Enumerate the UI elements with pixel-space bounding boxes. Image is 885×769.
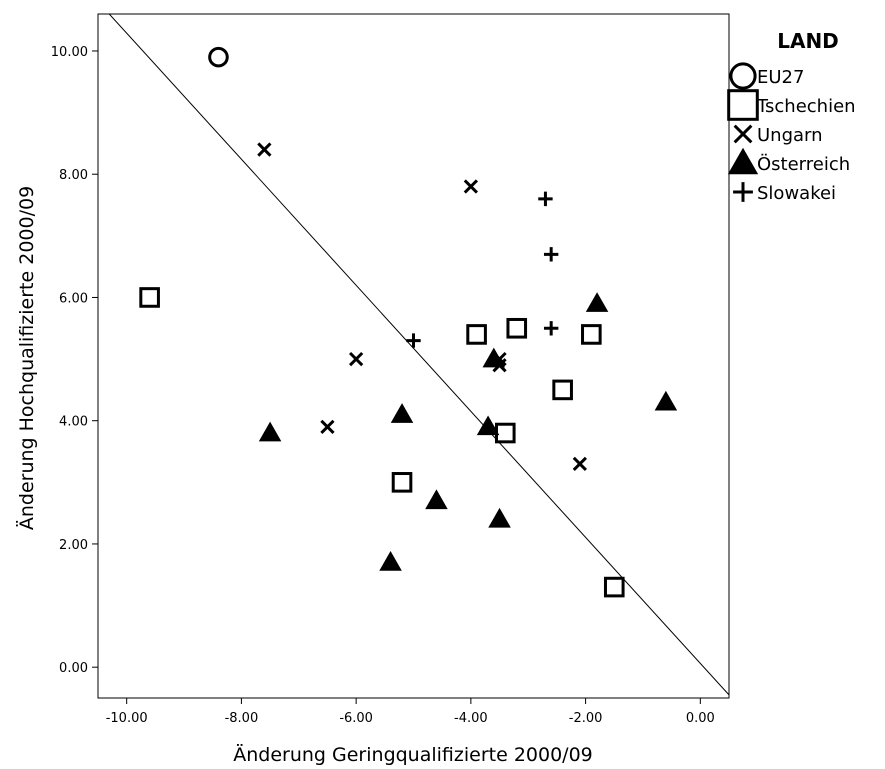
point-tschechien	[506, 317, 528, 339]
reference-line	[108, 14, 729, 696]
x-tick-label: -4.00	[454, 711, 488, 726]
point-slowakei	[406, 333, 421, 348]
legend-item-slowakei: Slowakei	[733, 182, 836, 204]
point-tschechien	[466, 324, 487, 345]
point-oesterreich	[585, 292, 609, 312]
y-tick-label: 8.00	[59, 168, 88, 183]
point-oesterreich	[258, 421, 282, 442]
point-oesterreich	[379, 551, 402, 571]
legend-label-tschechien: Tschechien	[756, 96, 856, 117]
point-ungarn	[320, 419, 335, 435]
legend-items: EU27 Tschechien Ungarn Österreich Slowakei	[727, 62, 856, 204]
point-oesterreich	[425, 489, 448, 510]
point-ungarn	[257, 142, 272, 157]
x-tick-label: -8.00	[225, 711, 259, 726]
legend-label-slowakei: Slowakei	[757, 183, 836, 204]
x-tick-label: -10.00	[106, 711, 148, 726]
y-tick-label: 6.00	[59, 291, 88, 306]
legend-label-oesterreich: Österreich	[757, 153, 850, 175]
series-oesterreich	[258, 292, 678, 571]
legend-item-ungarn: Ungarn	[733, 124, 823, 146]
legend-label-ungarn: Ungarn	[757, 125, 823, 146]
legend-title: LAND	[777, 29, 839, 53]
legend-item-oesterreich: Österreich	[727, 147, 850, 175]
legend-item-tschechien: Tschechien	[727, 89, 856, 121]
y-tick-label: 4.00	[59, 415, 88, 430]
reference-line-group	[108, 14, 729, 696]
point-tschechien	[494, 422, 516, 444]
legend-marker-slowakei	[733, 182, 753, 202]
point-ungarn	[463, 179, 479, 194]
tick-labels: -10.00 -8.00 -6.00 -4.00 -2.00 0.00 0.00 2.00 4.…	[51, 45, 715, 726]
legend-marker-tschechien	[727, 89, 759, 121]
legend-marker-oesterreich	[727, 147, 759, 175]
point-oesterreich	[476, 415, 500, 436]
point-tschechien	[139, 287, 160, 308]
legend-marker-eu27	[729, 62, 757, 90]
plot-frame	[97, 13, 730, 699]
series-tschechien	[139, 287, 625, 598]
y-tick-label: 10.00	[51, 45, 88, 60]
point-tschechien	[581, 324, 602, 345]
point-ungarn	[348, 351, 364, 367]
point-eu27	[208, 46, 229, 68]
x-tick-label: -6.00	[339, 711, 373, 726]
y-tick-label: 2.00	[59, 538, 88, 553]
axes	[97, 13, 730, 699]
point-ungarn	[572, 456, 587, 471]
point-tschechien	[552, 379, 573, 401]
point-oesterreich	[654, 390, 678, 411]
y-axis-title: Änderung Hochqualifizierte 2000/09	[15, 186, 38, 530]
point-slowakei	[543, 247, 559, 262]
point-slowakei	[538, 191, 553, 207]
point-tschechien	[603, 576, 625, 598]
x-tick-label: -2.00	[569, 711, 603, 726]
series-ungarn	[257, 142, 587, 471]
legend: LAND EU27 Tschechien Ungarn Österreich Slowa…	[727, 29, 856, 204]
point-oesterreich	[488, 507, 511, 528]
y-tick-label: 0.00	[59, 661, 88, 676]
point-oesterreich	[482, 347, 506, 368]
legend-marker-ungarn	[733, 124, 753, 144]
legend-item-eu27: EU27	[729, 62, 804, 90]
point-oesterreich	[390, 403, 414, 423]
series-eu27	[208, 46, 229, 68]
point-tschechien	[391, 472, 413, 493]
x-axis-title: Änderung Geringqualifizierte 2000/09	[233, 743, 593, 766]
legend-label-eu27: EU27	[757, 67, 804, 88]
series-slowakei	[406, 191, 559, 348]
tick-marks	[92, 50, 701, 704]
point-slowakei	[543, 321, 559, 336]
data-points	[139, 46, 678, 598]
x-tick-label: 0.00	[686, 711, 715, 726]
